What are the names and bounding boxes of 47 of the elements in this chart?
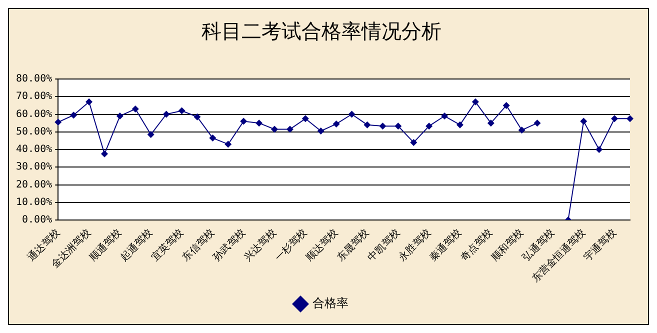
y-tick-label: 30.00% (16, 162, 52, 173)
point (364, 121, 371, 128)
point (472, 98, 479, 106)
y-tick-label: 50.00% (16, 126, 52, 138)
y-tick-label: 40.00% (16, 144, 52, 156)
point (240, 118, 248, 125)
legend-label: 合格率 (312, 296, 348, 310)
point (162, 110, 170, 118)
point (132, 105, 139, 112)
point (394, 122, 402, 130)
y-tick-label: 10.00% (16, 196, 52, 208)
point (194, 113, 201, 120)
point (302, 115, 309, 122)
point (286, 126, 294, 133)
point (116, 112, 124, 120)
point (611, 115, 618, 122)
point (224, 140, 232, 148)
y-tick-label: 80.00% (16, 74, 52, 85)
point (86, 98, 93, 106)
point (100, 150, 108, 158)
point (518, 126, 526, 134)
point (502, 102, 510, 109)
point (271, 126, 278, 133)
point (332, 120, 340, 128)
y-tick-label: 0.00% (22, 214, 52, 226)
point (348, 110, 356, 118)
chart-title: 科目二考试合格率情况分析 (202, 19, 442, 44)
point (626, 115, 634, 122)
point (534, 120, 541, 127)
point (596, 146, 603, 154)
point (147, 131, 154, 138)
point (70, 112, 78, 119)
y-tick-label: 70.00% (16, 91, 52, 102)
point (256, 120, 263, 127)
point (441, 112, 448, 120)
point (209, 134, 216, 142)
y-tick-label: 20.00% (16, 179, 52, 190)
point (317, 128, 324, 134)
point (178, 107, 186, 114)
point (456, 121, 464, 128)
point (379, 122, 386, 130)
y-tick-label: 60.00% (16, 108, 52, 120)
point (580, 118, 588, 125)
point (54, 118, 62, 126)
point (426, 122, 433, 130)
point (410, 138, 418, 146)
point (487, 120, 494, 127)
